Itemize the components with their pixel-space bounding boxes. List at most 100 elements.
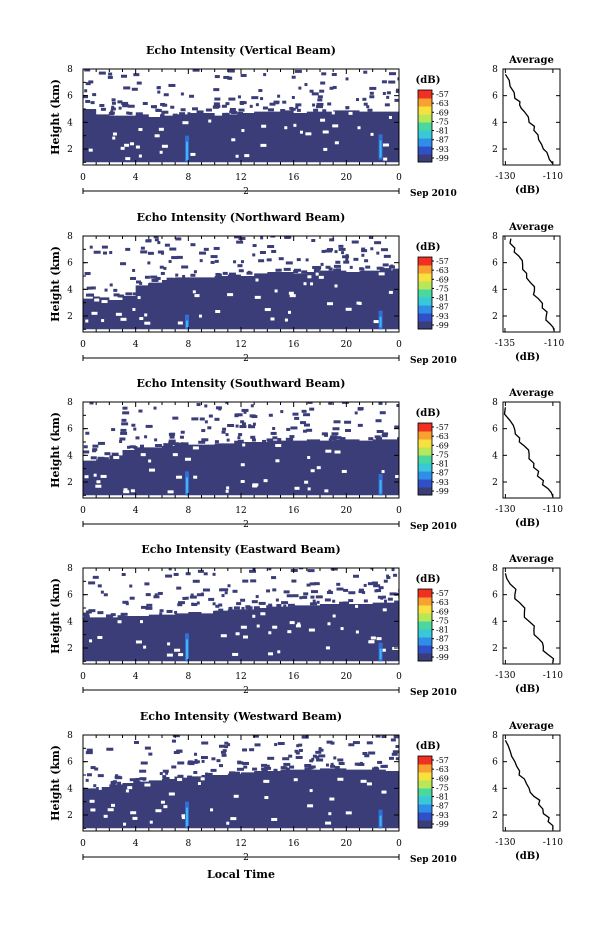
echo-speckle (92, 448, 98, 452)
echo-column-core (186, 807, 189, 827)
echo-speckle (228, 76, 232, 80)
echo-speckle (85, 751, 93, 755)
x-tick-label: 16 (288, 672, 300, 682)
echo-speckle (304, 763, 312, 767)
echo-speckle (251, 600, 258, 604)
echo-speckle (231, 111, 238, 115)
echo-speckle (121, 572, 126, 576)
y-tick-label: 4 (67, 451, 73, 461)
echo-gap (293, 123, 297, 127)
echo-gap (295, 624, 301, 628)
echo-speckle (157, 250, 164, 254)
avg-x-tick-label: -130 (495, 838, 515, 848)
echo-gap (144, 321, 151, 325)
echo-speckle (303, 413, 311, 417)
echo-gap (260, 143, 267, 147)
avg-frame (502, 567, 561, 665)
colorbar-segment (418, 130, 432, 139)
echo-speckle (168, 441, 176, 445)
colorbar-segment (418, 122, 432, 131)
y-tick-label: 8 (67, 65, 73, 75)
echo-speckle (103, 593, 108, 597)
echo-speckle (86, 748, 93, 752)
echo-speckle (361, 249, 368, 253)
echo-speckle (121, 422, 129, 426)
echo-speckle (225, 433, 229, 437)
echo-speckle (352, 741, 360, 745)
echo-gap (325, 646, 330, 650)
y-tick-label: 4 (67, 617, 73, 627)
echo-speckle (252, 767, 258, 771)
echo-speckle (109, 283, 113, 287)
colorbar-segment (418, 621, 432, 630)
echo-speckle (393, 573, 398, 577)
echo-gap (307, 487, 311, 491)
echo-gap (355, 604, 359, 608)
echo-gap (208, 119, 212, 123)
echo-speckle (296, 258, 301, 262)
echo-speckle (153, 236, 159, 239)
echo-speckle (261, 768, 268, 772)
echo-gap (167, 642, 171, 646)
colorbar-segment (418, 613, 432, 622)
y-tick-label: 8 (67, 564, 73, 574)
y-tick-label: 2 (67, 644, 73, 654)
echo-speckle (213, 246, 220, 250)
echo-gap (190, 152, 196, 156)
echo-speckle (309, 582, 316, 586)
echo-speckle (278, 257, 284, 261)
echo-gap (329, 797, 335, 801)
echo-speckle (168, 260, 172, 264)
colorbar-frame (417, 588, 433, 662)
echo-speckle (153, 406, 157, 410)
echo-speckle (266, 258, 272, 262)
echo-speckle (380, 596, 384, 600)
avg-x-label: (dB) (515, 851, 540, 862)
echo-speckle (392, 750, 399, 754)
echo-gap (305, 132, 312, 136)
echo-speckle (311, 238, 316, 242)
colorbar-tick-label: -87 (436, 635, 449, 644)
echo-column-core (379, 815, 382, 827)
y-axis-label: Height (km) (49, 246, 62, 322)
x-tick-label: 20 (341, 506, 353, 516)
echo-gap (284, 126, 288, 130)
echo-speckle (334, 250, 338, 254)
colorbar-segment (418, 812, 432, 821)
chart-title: Echo Intensity (Eastward Beam) (141, 543, 340, 556)
echo-speckle (317, 95, 323, 99)
echo-speckle (304, 767, 311, 771)
echo-gap (112, 132, 117, 136)
echo-speckle (113, 288, 118, 292)
echo-gap (192, 446, 199, 450)
echo-speckle (88, 609, 96, 613)
echo-speckle (89, 245, 93, 249)
avg-frame (502, 68, 561, 166)
echo-speckle (253, 606, 260, 610)
x-tick-label: 20 (341, 839, 353, 849)
echo-speckle (215, 604, 220, 608)
echo-speckle (310, 595, 315, 599)
echo-gap (263, 479, 268, 483)
echo-speckle (234, 440, 242, 444)
echo-gap (132, 816, 138, 820)
echo-speckle (249, 748, 255, 752)
echo-speckle (190, 243, 196, 247)
echo-gap (210, 808, 214, 812)
echo-gap (388, 115, 392, 119)
echo-gap (275, 459, 280, 463)
echo-speckle (86, 286, 93, 290)
echo-speckle (187, 760, 193, 764)
echo-speckle (395, 745, 399, 749)
echo-speckle (359, 267, 364, 271)
echo-speckle (354, 762, 362, 766)
echo-speckle (193, 270, 197, 274)
date-label: Sep 2010 (410, 189, 457, 199)
echo-speckle (83, 612, 90, 616)
echo-speckle (172, 416, 179, 420)
echo-speckle (147, 261, 151, 265)
colorbar-segment (418, 796, 432, 805)
echo-gap (230, 817, 237, 821)
avg-frame (502, 401, 561, 499)
echo-speckle (329, 86, 334, 90)
